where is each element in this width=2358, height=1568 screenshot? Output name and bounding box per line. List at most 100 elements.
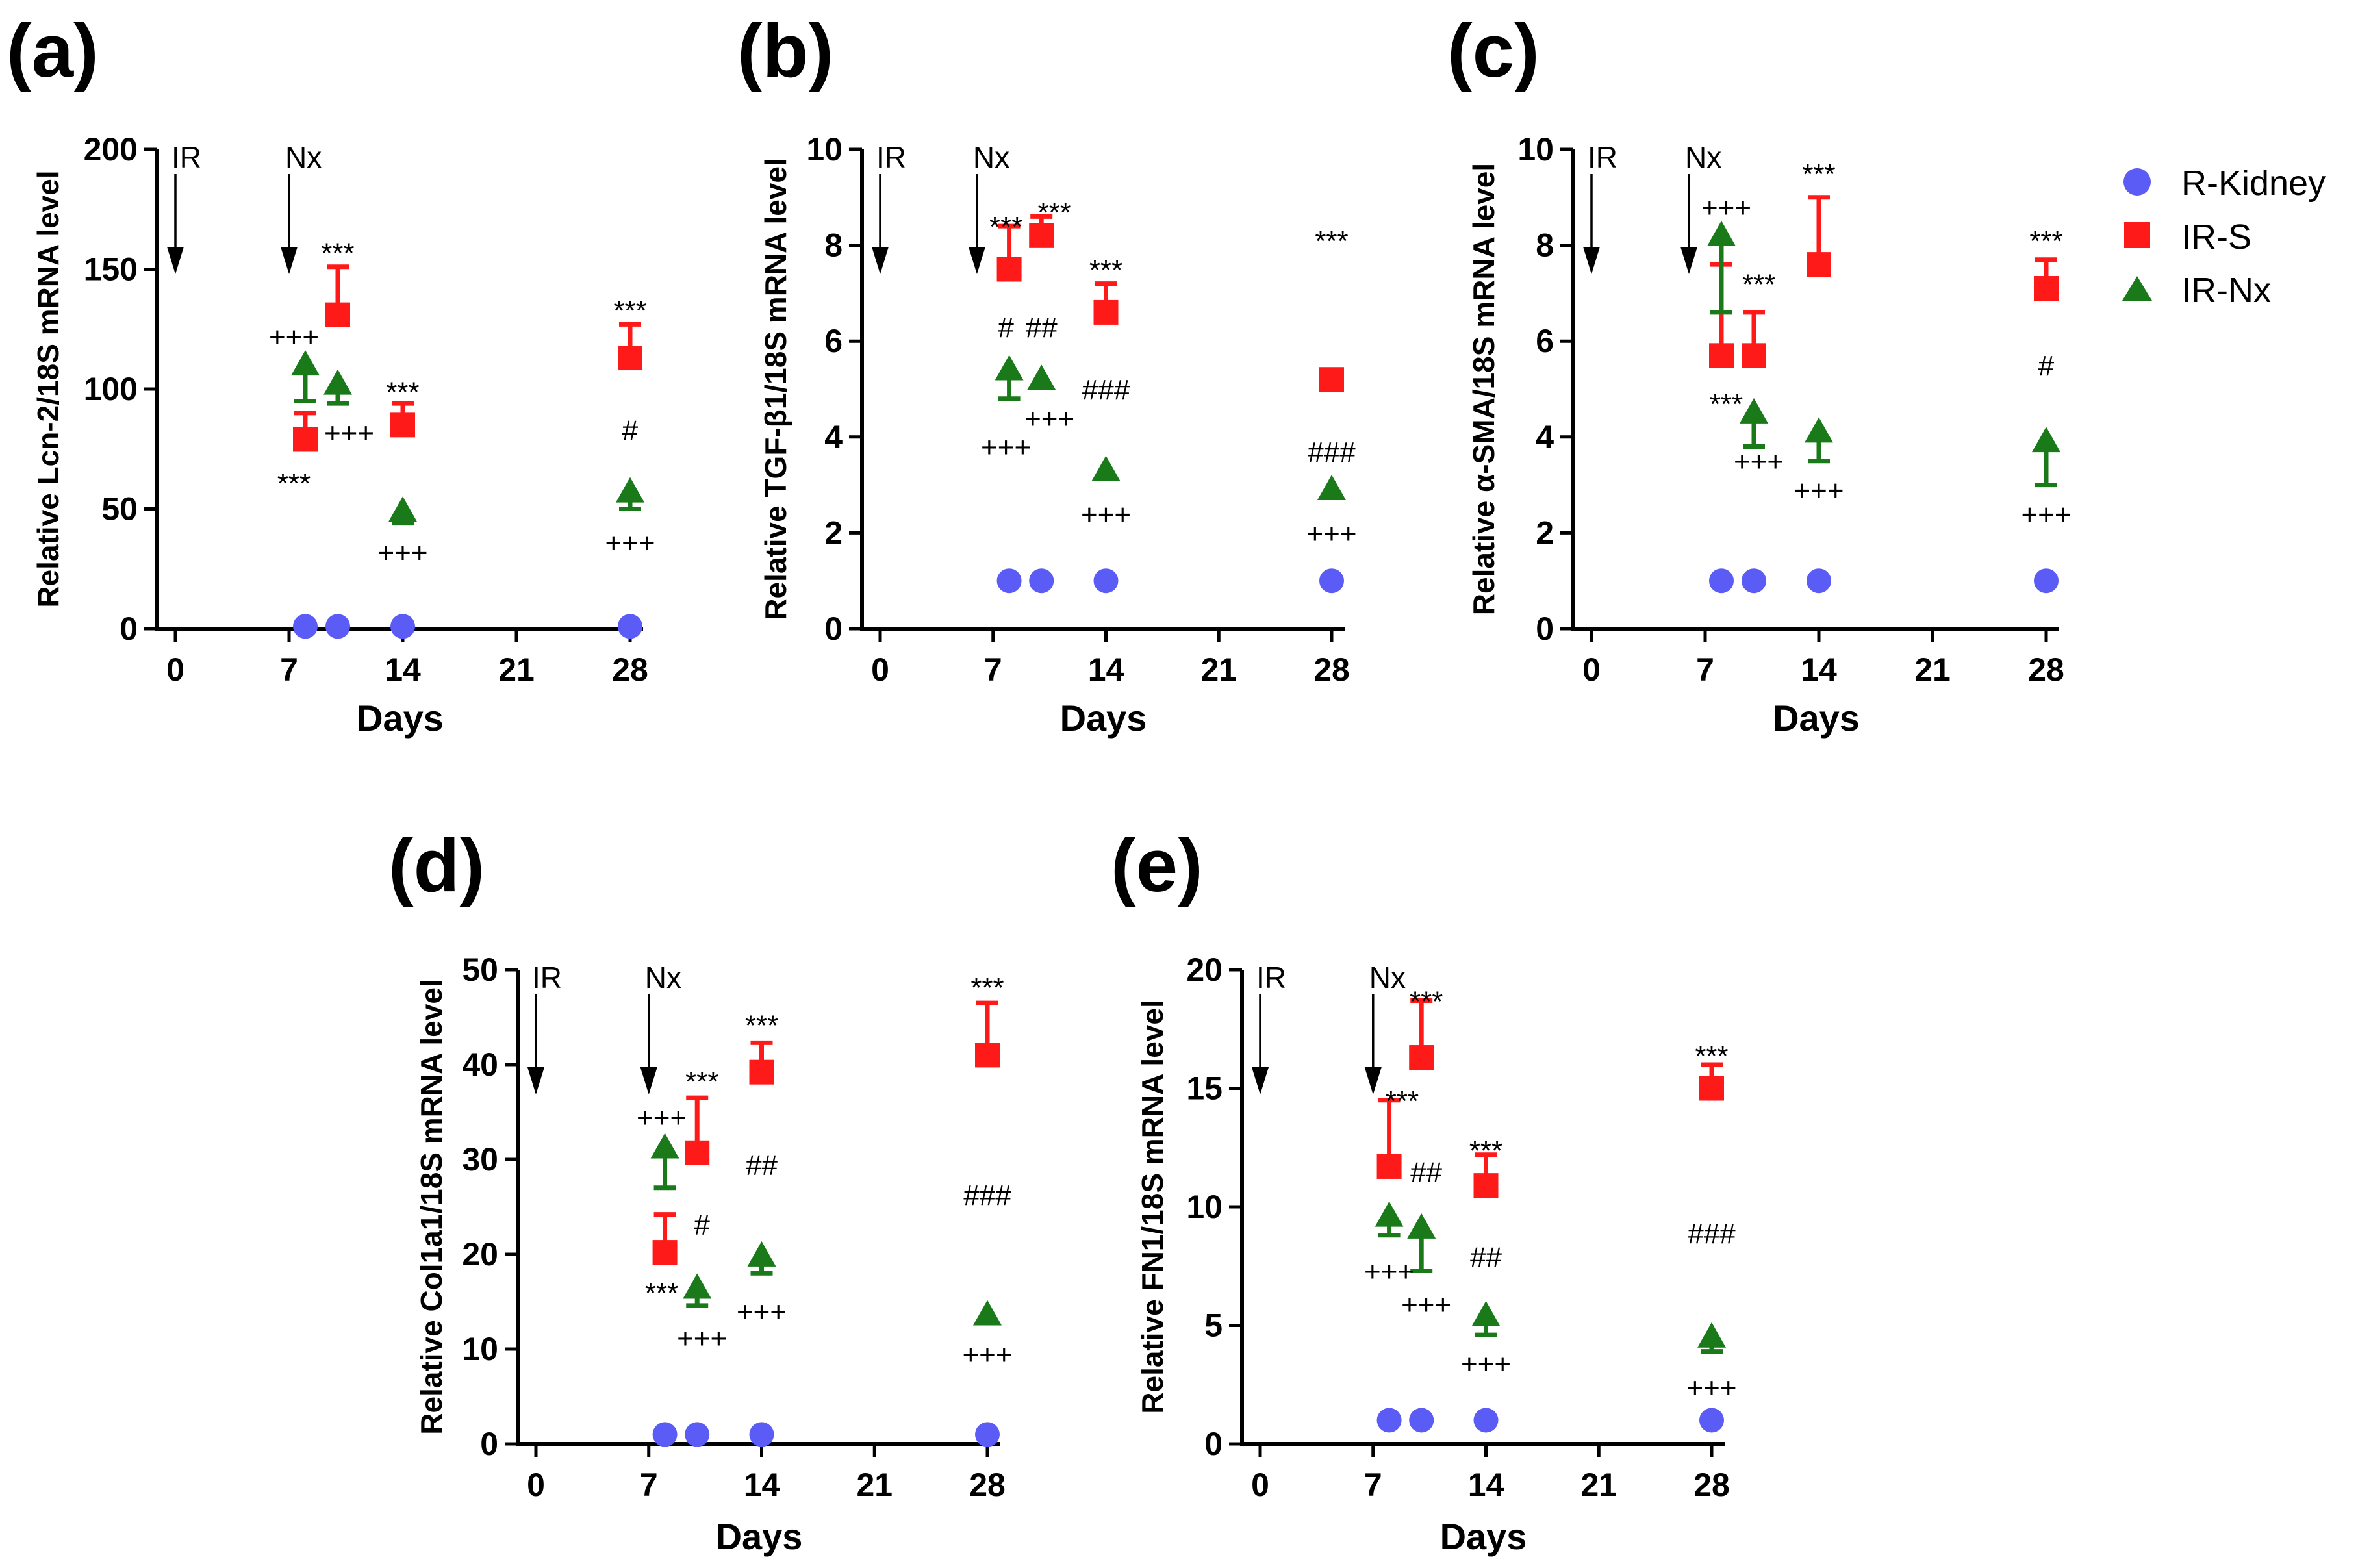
- data-point-ir-nx: [1697, 1322, 1726, 1348]
- significance-label: ***: [989, 211, 1022, 243]
- x-tick-label: 21: [1200, 651, 1237, 688]
- data-point-r-kidney: [996, 568, 1022, 594]
- legend-label-ir-nx: IR-Nx: [2181, 271, 2271, 310]
- y-tick-label: 0: [120, 611, 138, 647]
- x-tick-label: 28: [969, 1467, 1006, 1503]
- significance-label: +++: [1794, 475, 1844, 507]
- significance-label: ##: [746, 1149, 778, 1181]
- data-point-ir-s: [1807, 252, 1831, 277]
- y-tick-label: 40: [462, 1046, 498, 1083]
- significance-label: ***: [1695, 1040, 1728, 1072]
- y-tick-label: 4: [824, 419, 843, 455]
- data-point-ir-s: [1699, 1076, 1724, 1101]
- significance-label: +++: [981, 432, 1031, 464]
- x-tick-label: 28: [2028, 651, 2064, 688]
- x-tick-label: 0: [1251, 1467, 1269, 1503]
- significance-label: ###: [963, 1180, 1011, 1211]
- data-point-r-kidney: [1093, 568, 1119, 594]
- event-arrow-head: [968, 247, 985, 274]
- panel-letter: (d): [388, 823, 485, 907]
- y-tick-label: 0: [1536, 611, 1554, 647]
- significance-label: ***: [685, 1066, 718, 1098]
- y-tick-label: 4: [1536, 419, 1554, 455]
- y-axis-title: Relative α-SMA/18S mRNA level: [1467, 163, 1501, 615]
- data-point-ir-s: [1409, 1045, 1434, 1070]
- data-point-ir-s: [293, 427, 318, 452]
- data-point-r-kidney: [1029, 568, 1054, 594]
- chart-panel: (b) 0 2 4 6 8 10 0 7 14 21 28 Days Relative TGF-β1/18…: [737, 8, 1357, 739]
- y-axis-title: Relative TGF-β1/18S mRNA level: [759, 158, 792, 620]
- event-arrow-head: [872, 247, 889, 274]
- x-tick-label: 21: [1914, 651, 1951, 688]
- data-point-ir-nx: [683, 1273, 712, 1299]
- data-point-r-kidney: [293, 614, 318, 639]
- y-tick-label: 5: [1204, 1308, 1223, 1344]
- significance-label: ***: [970, 972, 1004, 1004]
- x-tick-label: 21: [1580, 1467, 1617, 1503]
- data-point-ir-nx: [1317, 474, 1346, 500]
- x-tick-label: 14: [1801, 651, 1837, 688]
- y-tick-label: 2: [824, 514, 843, 551]
- data-point-ir-s: [1742, 343, 1766, 368]
- y-tick-label: 2: [1536, 514, 1554, 551]
- data-point-ir-nx: [1407, 1213, 1436, 1239]
- x-tick-label: 14: [1468, 1467, 1504, 1503]
- significance-label: ***: [1742, 269, 1775, 301]
- y-tick-label: 10: [462, 1331, 498, 1367]
- data-point-ir-s: [975, 1043, 1000, 1068]
- data-point-r-kidney: [1319, 568, 1344, 594]
- legend: R-Kidney IR-S IR-Nx: [2122, 164, 2326, 310]
- x-tick-label: 7: [1696, 651, 1714, 688]
- x-axis-title: Days: [1773, 698, 1860, 739]
- x-tick-label: 7: [640, 1467, 658, 1503]
- y-tick-label: 8: [1536, 227, 1554, 264]
- significance-label: #: [2038, 350, 2055, 382]
- significance-label: ***: [1089, 255, 1122, 286]
- data-point-r-kidney: [975, 1422, 1000, 1447]
- event-label: IR: [532, 961, 562, 994]
- significance-label: ###: [1308, 436, 1356, 468]
- legend-marker-r-kidney: [2123, 168, 2151, 196]
- data-point-ir-nx: [747, 1241, 776, 1267]
- event-label: IR: [1256, 961, 1286, 994]
- y-tick-label: 30: [462, 1141, 498, 1178]
- data-point-ir-nx: [995, 355, 1024, 381]
- significance-label: +++: [269, 322, 319, 353]
- x-tick-label: 0: [527, 1467, 545, 1503]
- x-tick-label: 14: [385, 651, 421, 688]
- y-axis-title: Relative Col1a1/18S mRNA level: [414, 979, 448, 1434]
- significance-label: #: [622, 415, 639, 447]
- data-point-r-kidney: [652, 1422, 678, 1447]
- event-label: IR: [171, 140, 201, 174]
- data-point-ir-nx: [1375, 1201, 1404, 1227]
- data-point-ir-nx: [973, 1300, 1002, 1326]
- y-tick-label: 100: [84, 371, 138, 407]
- significance-label: ***: [1802, 158, 1835, 190]
- data-point-ir-nx: [1805, 417, 1833, 443]
- significance-label: ***: [2029, 225, 2062, 257]
- chart-panel: (e) 0 5 10 15 20 0 7 14 21 28 Days Relative FN1/18S …: [1111, 823, 1737, 1557]
- y-tick-label: 0: [480, 1426, 498, 1462]
- significance-label: +++: [1081, 499, 1131, 531]
- y-tick-label: 0: [824, 611, 843, 647]
- significance-label: ***: [1315, 225, 1348, 257]
- x-tick-label: 21: [498, 651, 535, 688]
- data-point-r-kidney: [618, 614, 642, 639]
- y-tick-label: 10: [806, 131, 843, 168]
- x-tick-label: 7: [280, 651, 298, 688]
- x-axis-title: Days: [716, 1516, 803, 1557]
- y-tick-label: 20: [1186, 952, 1223, 988]
- legend-label-r-kidney: R-Kidney: [2181, 164, 2326, 203]
- significance-label: ***: [1710, 388, 1743, 420]
- event-label: IR: [1588, 140, 1617, 174]
- significance-label: +++: [324, 417, 374, 449]
- significance-label: +++: [2021, 499, 2071, 531]
- data-point-ir-s: [325, 302, 350, 327]
- event-arrow-head: [527, 1067, 544, 1094]
- data-point-r-kidney: [1807, 568, 1831, 594]
- data-point-ir-s: [618, 346, 642, 371]
- event-label: Nx: [285, 140, 322, 174]
- y-tick-label: 15: [1186, 1070, 1223, 1107]
- panel-letter: (b): [737, 8, 833, 93]
